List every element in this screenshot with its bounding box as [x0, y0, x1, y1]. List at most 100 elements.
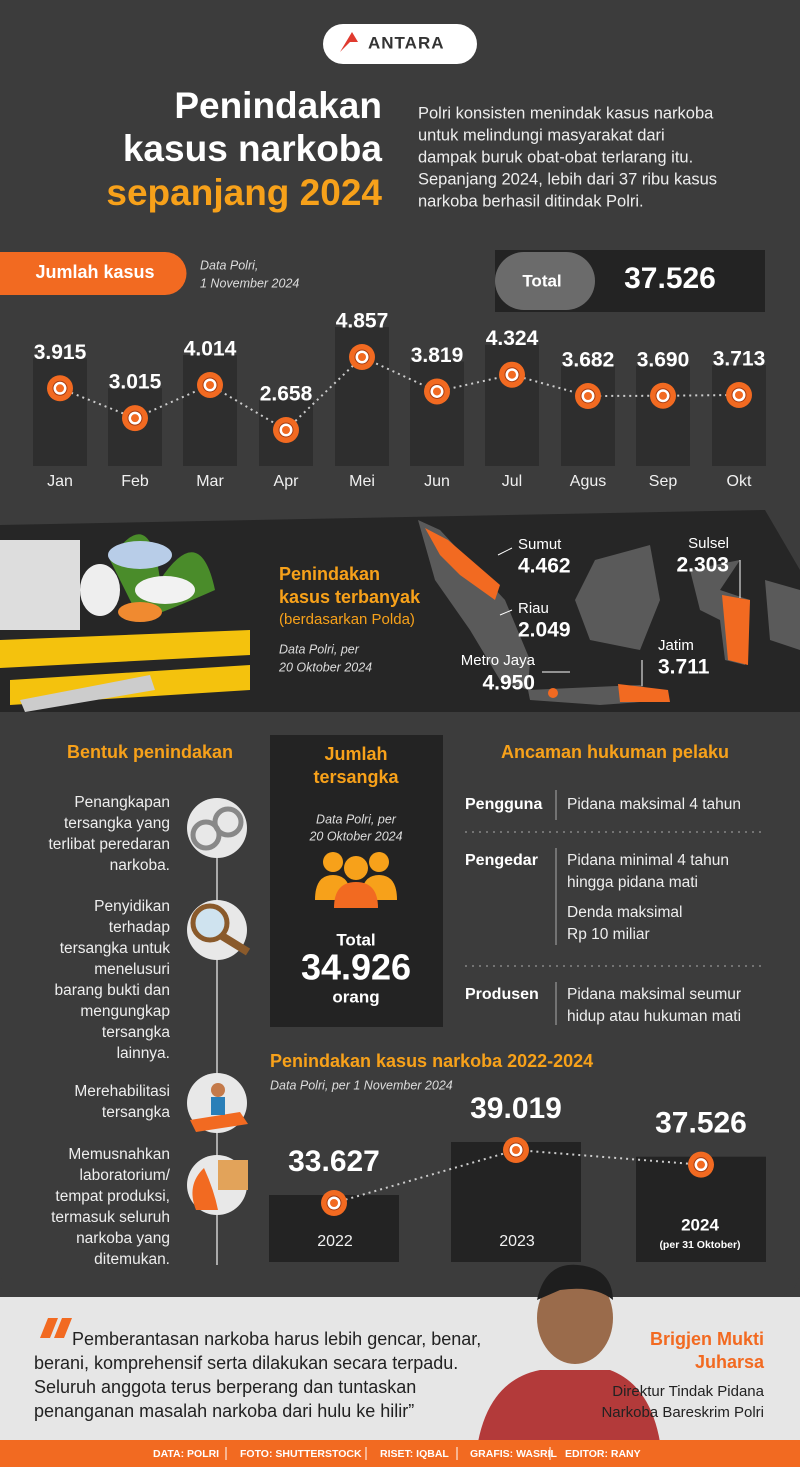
total-pill — [495, 252, 595, 310]
dot-core — [697, 1160, 705, 1169]
pill — [108, 541, 172, 569]
intro-line: Polri konsisten menindak kasus narkoba — [418, 104, 714, 122]
region-sulsel — [722, 595, 750, 665]
dot-core — [131, 414, 139, 423]
action-text: tersangka untuk — [60, 940, 171, 957]
x-tick-label: Sep — [649, 473, 678, 490]
category-note: (per 31 Oktober) — [659, 1239, 740, 1251]
x-tick-label: Okt — [727, 473, 752, 490]
intro-line: Sepanjang 2024, lebih dari 37 ribu kasus — [418, 170, 717, 188]
section-title: Bentuk penindakan — [67, 742, 233, 762]
speaker-name: Brigjen Mukti — [650, 1329, 764, 1349]
action-text: lainnya. — [117, 1045, 170, 1062]
value-label: 2.658 — [260, 383, 313, 406]
dot-core — [508, 370, 516, 379]
action-text: Memusnahkan — [68, 1146, 170, 1163]
credit: RISET: IQBAL — [380, 1448, 449, 1460]
column — [636, 365, 690, 466]
penalty-text: hidup atau hukuman mati — [567, 1008, 741, 1025]
title-line: Penindakan — [174, 85, 382, 126]
action-text: Merehabilitasi — [74, 1083, 170, 1100]
map — [418, 520, 800, 705]
region-name: Sulsel — [688, 535, 729, 552]
island — [765, 580, 800, 650]
tape — [0, 630, 250, 668]
value-label: 3.682 — [562, 349, 615, 372]
section-title: Ancaman hukuman pelaku — [501, 742, 729, 762]
column — [410, 361, 464, 466]
action-text: tersangka — [102, 1104, 170, 1121]
speaker-position: Narkoba Bareskrim Polri — [601, 1404, 764, 1421]
logo-pill — [323, 24, 477, 64]
quote-line: Seluruh anggota terus berperang dan tunt… — [34, 1377, 416, 1397]
action-text: termasuk seluruh — [51, 1209, 170, 1226]
action-icons — [187, 798, 251, 1215]
quote-band — [0, 1297, 800, 1442]
action-text: mengungkap — [80, 1003, 170, 1020]
credit: DATA: POLRI — [153, 1448, 219, 1460]
penalty-text: Denda maksimal — [567, 904, 682, 921]
source-note: Data Polri, per — [316, 812, 397, 826]
dot-core — [56, 384, 64, 393]
action-text: tersangka yang — [64, 815, 170, 832]
source-note: Data Polri, — [200, 258, 258, 272]
region-value: 3.711 — [658, 656, 710, 679]
intro-line: narkoba berhasil ditindak Polri. — [418, 192, 644, 210]
action-text: laboratorium/ — [80, 1167, 171, 1184]
quote-mark — [40, 1318, 72, 1338]
rounded-edge — [0, 1267, 800, 1297]
bag — [0, 540, 80, 630]
source-note: 20 Oktober 2024 — [308, 829, 402, 843]
dot-core — [659, 391, 667, 400]
dot-core — [282, 426, 290, 434]
penalty-text: Pidana maksimal 4 tahun — [567, 796, 741, 813]
value-label: 33.627 — [288, 1145, 380, 1178]
action-text: narkoba. — [110, 857, 170, 874]
value-label: 3.915 — [34, 341, 87, 364]
source-note: 1 November 2024 — [200, 276, 299, 290]
source-note: 20 Oktober 2024 — [278, 660, 372, 674]
x-tick-label: Jan — [47, 473, 73, 490]
x-tick-label: Jun — [424, 473, 450, 490]
x-tick-label: Mei — [349, 473, 375, 490]
island — [418, 520, 530, 690]
chart-subtitle: Data Polri, per 1 November 2024 — [270, 1078, 453, 1092]
total-value: 37.526 — [624, 262, 716, 295]
value-label: 39.019 — [470, 1092, 562, 1125]
region-value: 2.049 — [518, 619, 571, 642]
logo-text: ANTARA — [368, 33, 445, 52]
footer-bar — [0, 1440, 800, 1467]
region-value: 2.303 — [676, 554, 729, 577]
action-text: ditemukan. — [94, 1251, 170, 1268]
action-text: narkoba yang — [76, 1230, 170, 1247]
pill — [135, 576, 195, 604]
x-tick-label: Apr — [274, 473, 300, 490]
penalty-text: Pidana maksimal seumur — [567, 986, 741, 1003]
total-label: Total — [522, 271, 561, 290]
region-value: 4.950 — [482, 672, 535, 695]
quote-line: Pemberantasan narkoba harus lebih gencar… — [72, 1329, 481, 1349]
value-label: 4.857 — [336, 310, 389, 333]
dot-core — [358, 353, 366, 361]
region-metro-jaya — [548, 688, 558, 698]
action-text: tempat produksi, — [55, 1188, 170, 1205]
value-label: 4.014 — [184, 338, 237, 361]
total-label: Total — [336, 930, 375, 949]
x-tick-label: Agus — [570, 473, 606, 490]
column — [561, 366, 615, 466]
map-title: Penindakan — [279, 564, 380, 584]
quote-line: berani, komprehensif serta dilakukan sec… — [34, 1353, 458, 1373]
region-value: 4.462 — [518, 555, 571, 578]
intro-line: dampak buruk obat-obat terlarang itu. — [418, 148, 693, 166]
x-tick-label: 2024 — [681, 1215, 719, 1234]
trend-line — [333, 1148, 702, 1204]
quote-line: penanganan masalah narkoba dari hulu ke … — [34, 1401, 414, 1421]
action-text: terlibat peredaran — [49, 836, 171, 853]
syringe — [20, 675, 155, 712]
source-note: Data Polri, per — [279, 642, 360, 656]
logo-mark — [340, 32, 358, 52]
penalty-text: hingga pidana mati — [567, 874, 698, 891]
value-label: 37.526 — [655, 1107, 747, 1140]
